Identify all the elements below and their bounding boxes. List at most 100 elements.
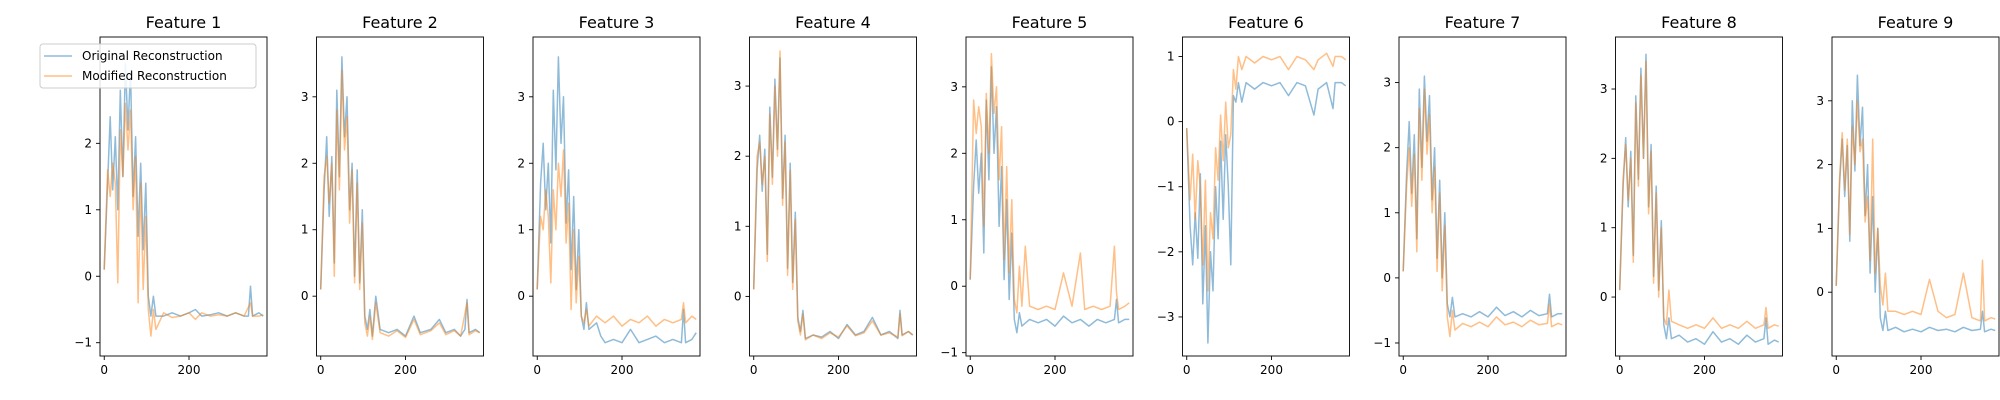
panel-2: Feature 2 0 200 0 1 2 3 [301, 13, 484, 377]
y-tick-label: 3 [301, 90, 309, 104]
y-tick-label: 0 [734, 289, 742, 303]
y-tick-label: 0 [1600, 290, 1608, 304]
panel-title: Feature 5 [1012, 13, 1088, 32]
x-tick-label: 200 [394, 363, 417, 377]
y-tick-label: −1 [74, 336, 92, 350]
legend-label: Original Reconstruction [82, 49, 223, 63]
y-tick-label: 2 [1600, 151, 1608, 165]
x-tick-label: 200 [611, 363, 634, 377]
y-tick-label: 3 [1816, 94, 1824, 108]
y-tick-label: 0 [301, 289, 309, 303]
axes-frame [1182, 36, 1350, 357]
y-tick-label: −1 [1157, 180, 1175, 194]
y-tick-label: 2 [950, 146, 958, 160]
y-tick-label: 2 [1383, 141, 1391, 155]
y-tick-label: 1 [84, 203, 92, 217]
series-line-modified [1185, 52, 1347, 292]
y-tick-label: 0 [84, 269, 92, 283]
series-line-modified [536, 149, 697, 327]
y-tick-label: 2 [301, 156, 309, 170]
x-tick-label: 200 [1477, 363, 1500, 377]
series-line-original [536, 56, 697, 344]
axes-frame [532, 36, 701, 357]
panel-9: Feature 9 0 200 0 1 2 3 [1816, 13, 2000, 377]
y-tick-label: 3 [734, 79, 742, 93]
y-tick-label: 3 [1600, 82, 1608, 96]
y-tick-label: 1 [301, 223, 309, 237]
panel-8: Feature 8 0 200 0 1 2 3 [1600, 13, 1783, 377]
axes-frame [1398, 36, 1567, 357]
y-tick-label: 1 [950, 213, 958, 227]
x-tick-label: 0 [317, 363, 325, 377]
x-tick-label: 0 [100, 363, 108, 377]
panel-6: Feature 6 0 200 −3 −2 −1 0 1 [1157, 13, 1350, 377]
y-tick-label: 0 [1167, 115, 1175, 129]
panel-title: Feature 3 [579, 13, 655, 32]
y-tick-label: 3 [950, 80, 958, 94]
series-line-original [1835, 74, 1996, 333]
axes-frame [99, 36, 268, 357]
y-tick-label: 2 [84, 136, 92, 150]
panel-title: Feature 6 [1228, 13, 1304, 32]
y-tick-label: 1 [517, 223, 525, 237]
panel-title: Feature 9 [1878, 13, 1954, 32]
y-tick-label: 1 [1167, 50, 1175, 64]
y-tick-label: 3 [517, 90, 525, 104]
panel-3: Feature 3 0 200 0 1 2 3 [517, 13, 701, 377]
y-tick-label: 1 [1816, 221, 1824, 235]
axes-frame [1831, 36, 2000, 357]
panel-7: Feature 7 0 200 −1 0 1 2 3 [1373, 13, 1567, 377]
series-line-modified [1618, 60, 1779, 330]
axes-frame [749, 36, 917, 357]
x-tick-label: 0 [533, 363, 541, 377]
y-tick-label: 2 [517, 156, 525, 170]
x-tick-label: 0 [1616, 363, 1624, 377]
panel-title: Feature 2 [362, 13, 438, 32]
series-line-modified [1402, 88, 1563, 338]
series-line-modified [319, 69, 481, 341]
legend: Original Reconstruction Modified Reconstr… [39, 43, 257, 89]
series-line-modified [752, 50, 914, 341]
y-tick-label: 2 [734, 149, 742, 163]
x-tick-label: 0 [750, 363, 758, 377]
y-tick-label: 2 [1816, 158, 1824, 172]
panel-1: Feature 1 0 200 −1 0 1 2 [74, 13, 268, 377]
axes-frame [316, 36, 484, 357]
axes-frame [965, 36, 1134, 357]
x-tick-label: 200 [1044, 363, 1067, 377]
series-line-original [1402, 75, 1563, 318]
x-tick-label: 0 [1832, 363, 1840, 377]
series-line-modified [969, 52, 1130, 314]
y-tick-label: 0 [1816, 285, 1824, 299]
x-tick-label: 0 [966, 363, 974, 377]
x-tick-label: 0 [1183, 363, 1191, 377]
y-tick-label: −2 [1157, 245, 1175, 259]
y-tick-label: 1 [1383, 206, 1391, 220]
series-line-original [752, 57, 914, 340]
series-line-original [103, 62, 264, 317]
series-line-original [319, 56, 481, 337]
y-tick-label: −1 [940, 346, 958, 360]
y-tick-label: −1 [1373, 336, 1391, 350]
x-tick-label: 200 [1260, 363, 1283, 377]
y-tick-label: 0 [517, 289, 525, 303]
axes-frame [1615, 36, 1783, 357]
x-tick-label: 200 [178, 363, 201, 377]
x-tick-label: 200 [1910, 363, 1933, 377]
series-line-modified [103, 102, 264, 337]
panel-title: Feature 7 [1445, 13, 1521, 32]
legend-label: Modified Reconstruction [82, 69, 227, 83]
x-tick-label: 200 [1693, 363, 1716, 377]
x-tick-label: 200 [827, 363, 850, 377]
series-line-original [1618, 53, 1780, 345]
panel-title: Feature 8 [1661, 13, 1737, 32]
y-tick-label: 0 [950, 279, 958, 293]
panel-title: Feature 1 [146, 13, 222, 32]
legend-box [39, 43, 257, 89]
series-line-original [1185, 81, 1347, 344]
x-tick-label: 0 [1399, 363, 1407, 377]
panel-title: Feature 4 [795, 13, 871, 32]
series-line-modified [1835, 100, 1996, 322]
y-tick-label: 1 [1600, 221, 1608, 235]
